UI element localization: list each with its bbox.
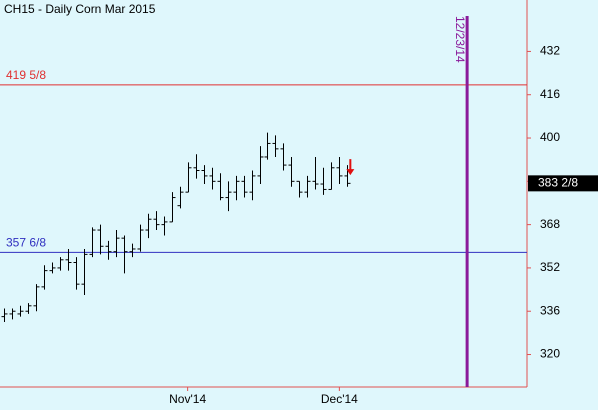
y-tick-label: 416 [540, 87, 560, 101]
horizontal-line-label: 357 6/8 [6, 236, 46, 250]
x-tick-label: Nov'14 [169, 392, 206, 406]
horizontal-line-label: 419 5/8 [6, 68, 46, 82]
chart-title: CH15 - Daily Corn Mar 2015 [4, 2, 156, 16]
vertical-line-label: 12/23/14 [453, 16, 467, 63]
y-tick-label: 432 [540, 44, 560, 58]
x-tick-label: Dec'14 [321, 392, 358, 406]
y-tick-label: 400 [540, 130, 560, 144]
y-tick-label: 368 [540, 217, 560, 231]
signal-arrow [346, 159, 355, 176]
y-tick-label: 320 [540, 347, 560, 361]
last-price-box [528, 175, 598, 192]
last-price-label: 383 2/8 [538, 176, 578, 190]
y-tick-label: 336 [540, 303, 560, 317]
y-tick-label: 352 [540, 260, 560, 274]
